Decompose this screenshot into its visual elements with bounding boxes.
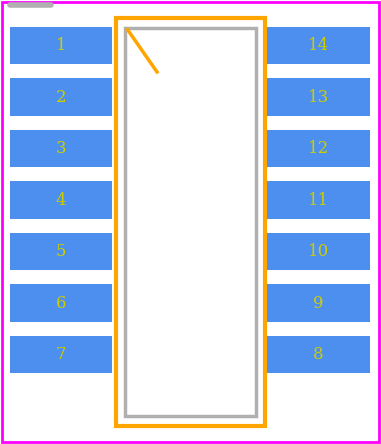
Bar	[10, 27, 112, 64]
Text: 14: 14	[307, 37, 329, 54]
Bar	[10, 78, 112, 116]
Bar	[10, 233, 112, 270]
Text: 8: 8	[313, 346, 323, 363]
Bar	[267, 284, 370, 322]
Text: 2: 2	[56, 88, 66, 106]
Bar	[267, 27, 370, 64]
Text: 5: 5	[56, 243, 66, 260]
Bar	[267, 181, 370, 219]
Bar	[116, 18, 265, 426]
Text: 12: 12	[307, 140, 329, 157]
Bar	[10, 181, 112, 219]
Text: 9: 9	[313, 294, 323, 312]
Text: 6: 6	[56, 294, 66, 312]
Text: 11: 11	[307, 191, 329, 209]
Bar	[267, 130, 370, 167]
Bar	[267, 336, 370, 373]
Text: 1: 1	[56, 37, 66, 54]
Bar	[267, 78, 370, 116]
Bar	[10, 284, 112, 322]
Text: 3: 3	[56, 140, 66, 157]
Text: 7: 7	[56, 346, 66, 363]
Bar	[125, 28, 256, 416]
Bar	[267, 233, 370, 270]
Text: 10: 10	[307, 243, 329, 260]
Bar	[10, 130, 112, 167]
Text: 13: 13	[307, 88, 329, 106]
Text: 4: 4	[56, 191, 66, 209]
Bar	[10, 336, 112, 373]
